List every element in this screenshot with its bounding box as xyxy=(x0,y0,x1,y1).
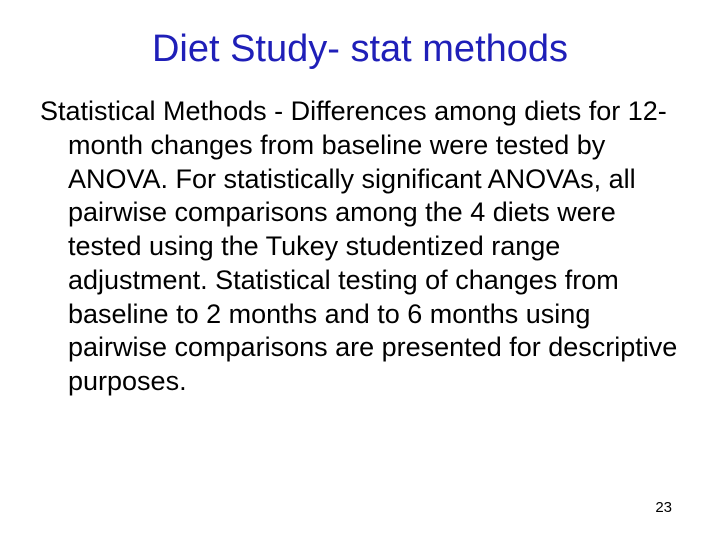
slide-title: Diet Study- stat methods xyxy=(40,28,680,71)
slide-body-text: Statistical Methods - Differences among … xyxy=(68,95,680,399)
page-number: 23 xyxy=(655,499,672,516)
